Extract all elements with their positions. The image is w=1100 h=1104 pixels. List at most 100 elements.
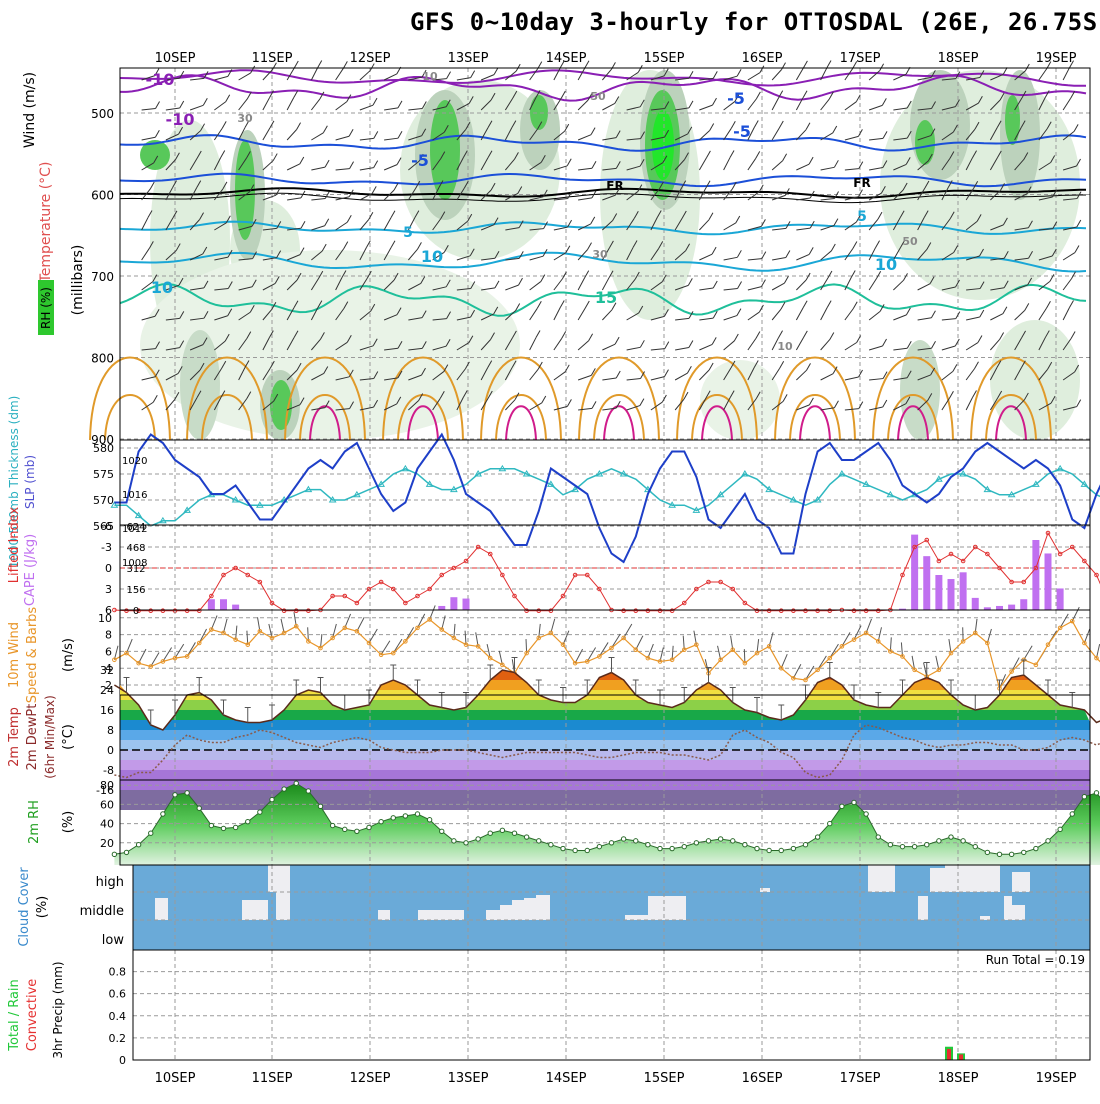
rh-marker xyxy=(670,846,674,850)
rh-shade xyxy=(430,100,460,200)
cloud-panel xyxy=(133,865,1090,950)
cloud-patch xyxy=(918,896,928,920)
rh-marker xyxy=(1082,795,1086,799)
lifted-tick: -3 xyxy=(101,541,112,554)
rh-marker xyxy=(949,835,953,839)
cape-bar xyxy=(1045,553,1052,610)
chart-title: GFS 0~10day 3-hourly for OTTOSDAL (26E, … xyxy=(410,8,1100,36)
cape-bar xyxy=(923,556,930,610)
rh-shade xyxy=(530,95,548,130)
precip-convective-bar xyxy=(959,1054,963,1060)
contour-label: 30 xyxy=(237,112,253,125)
cape-bar xyxy=(1057,588,1064,610)
date-label-top: 15SEP xyxy=(644,51,685,66)
thickness-tick: 575 xyxy=(93,468,114,481)
contour-label: 15 xyxy=(595,288,617,307)
rh-marker xyxy=(767,848,771,852)
rh-marker xyxy=(1094,791,1098,795)
contour-label: 10 xyxy=(875,255,897,274)
rh-marker xyxy=(524,835,528,839)
thickness-tick: 570 xyxy=(93,494,114,507)
cape-tick: 156 xyxy=(126,585,145,596)
rh-marker xyxy=(743,843,747,847)
rh-marker xyxy=(876,835,880,839)
cape-tick: 624 xyxy=(126,522,145,533)
cloud-patch xyxy=(276,892,290,920)
wind-barb xyxy=(343,61,347,68)
surface-wind-barb xyxy=(1072,607,1079,621)
contour-label: 10 xyxy=(421,247,443,266)
rh-marker xyxy=(306,789,310,793)
rh-tick: 80 xyxy=(100,779,114,792)
contour-label: 50 xyxy=(590,90,606,103)
rh-marker xyxy=(355,829,359,833)
rh-marker xyxy=(658,846,662,850)
cloud-level-high: high xyxy=(96,875,124,890)
cape-bar xyxy=(463,599,470,610)
rh-marker xyxy=(112,852,116,856)
temp-band xyxy=(120,750,1090,760)
cloud-patch xyxy=(512,900,524,920)
surface-wind-barb xyxy=(636,636,643,650)
rh-marker xyxy=(1046,839,1050,843)
rh-marker xyxy=(161,812,165,816)
lifted-axis-label: Lifted Index xyxy=(7,506,22,583)
slp-line xyxy=(114,435,1100,563)
precip-convective-label: Convective xyxy=(25,979,40,1052)
cloud-patch xyxy=(1012,872,1030,892)
rh-marker xyxy=(925,843,929,847)
cloud-patch xyxy=(418,910,464,920)
temp-tick: 8 xyxy=(107,724,114,737)
rh-marker xyxy=(1058,827,1062,831)
rh-marker xyxy=(136,843,140,847)
precip-tick: 0.4 xyxy=(109,1010,127,1023)
rh-marker xyxy=(815,835,819,839)
rh-marker xyxy=(488,831,492,835)
rh-marker xyxy=(294,781,298,785)
wind-barb xyxy=(827,61,831,68)
date-label-top: 12SEP xyxy=(350,51,391,66)
cape-tick: 468 xyxy=(126,543,145,554)
rh-marker xyxy=(452,839,456,843)
cape-bar xyxy=(1032,540,1039,610)
surface-wind-barb xyxy=(612,634,621,648)
temp-band xyxy=(120,740,1090,750)
cape-bar xyxy=(220,599,227,610)
precip-panel: Run Total = 0.19 xyxy=(133,950,1090,1060)
date-label-top: 11SEP xyxy=(252,51,293,66)
wind-axis-label: 10m Wind xyxy=(7,622,22,688)
rh-marker xyxy=(937,839,941,843)
rh-marker xyxy=(900,844,904,848)
rh-marker xyxy=(864,812,868,816)
date-label-bottom: 17SEP xyxy=(840,1071,881,1086)
date-label-top: 13SEP xyxy=(448,51,489,66)
cape-bar xyxy=(996,606,1003,610)
date-label-bottom: 10SEP xyxy=(155,1071,196,1086)
slp-panel xyxy=(111,435,1100,563)
contour-label: FR xyxy=(606,179,623,193)
contour-label: -10 xyxy=(166,110,195,129)
date-label-top: 18SEP xyxy=(938,51,979,66)
cape-bar xyxy=(232,605,239,610)
cloud-patch xyxy=(868,865,895,892)
rh2m-axis-label: 2m RH xyxy=(27,800,42,844)
cloud-level-middle: middle xyxy=(80,904,124,919)
temp-band xyxy=(120,665,1090,680)
rh-marker xyxy=(718,837,722,841)
rh-marker xyxy=(367,825,371,829)
cape-bar xyxy=(960,572,967,610)
precip-tick: 0.2 xyxy=(109,1032,127,1045)
surface-wind-barb xyxy=(624,624,632,638)
wind-tick: 10 xyxy=(98,612,112,625)
contour-label: 10 xyxy=(777,340,793,353)
temp-band xyxy=(120,710,1090,720)
rh-marker xyxy=(561,846,565,850)
wind-units-label: (m/s) xyxy=(61,638,76,672)
date-label-top: 10SEP xyxy=(155,51,196,66)
cloud-patch xyxy=(500,905,512,920)
rh-marker xyxy=(573,848,577,852)
rh-tick: 20 xyxy=(100,837,114,850)
cape-bar xyxy=(1008,605,1015,610)
contour-label: 10 xyxy=(422,70,438,83)
